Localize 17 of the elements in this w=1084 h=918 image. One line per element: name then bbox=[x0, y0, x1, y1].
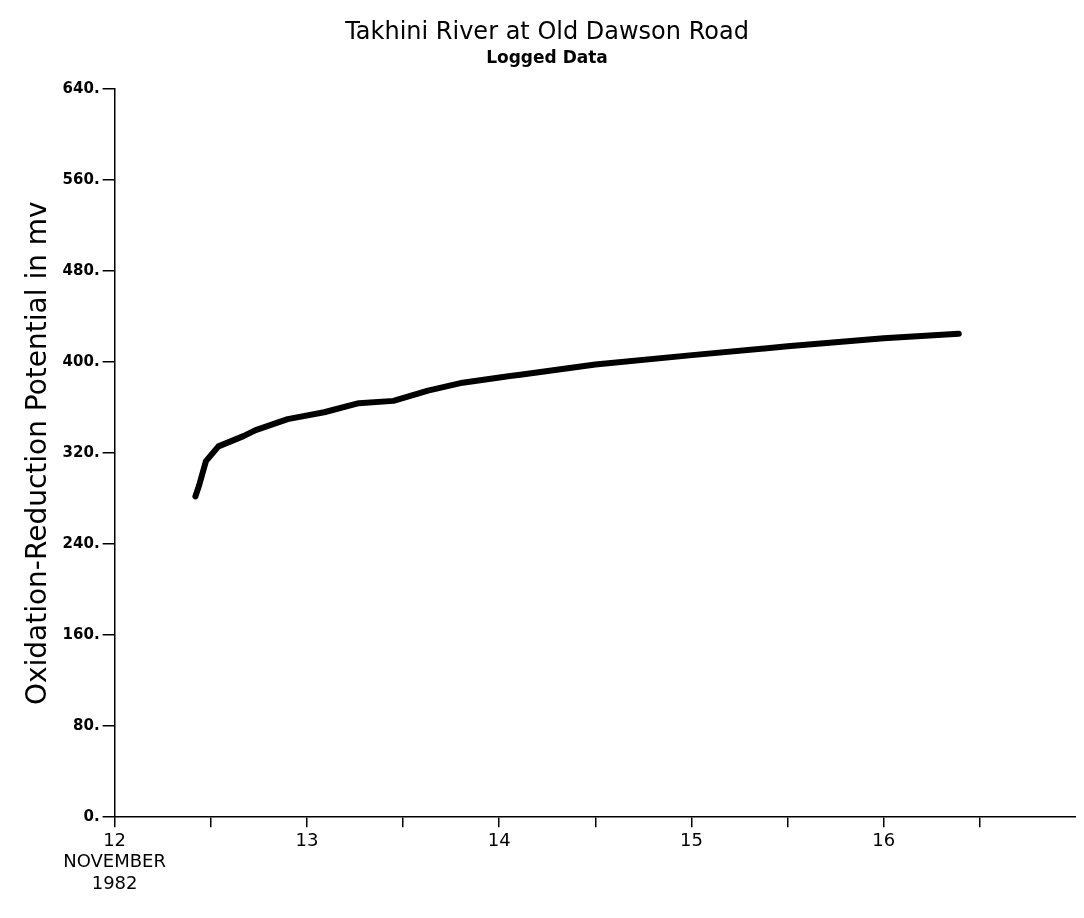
chart-title: Takhini River at Old Dawson Road bbox=[344, 16, 749, 45]
y-tick-label: 80. bbox=[73, 716, 100, 735]
y-tick-label: 0. bbox=[83, 807, 100, 826]
y-tick-label: 240. bbox=[62, 534, 100, 553]
x-tick-label: 15 bbox=[679, 828, 703, 850]
y-axis-title: Oxidation-Reduction Potential in mv bbox=[20, 201, 54, 706]
y-tick-label: 480. bbox=[62, 261, 100, 280]
y-tick-label: 160. bbox=[62, 625, 100, 644]
x-tick-label: 13 bbox=[295, 828, 319, 850]
x-tick-label: 14 bbox=[487, 828, 511, 850]
y-tick-label: 320. bbox=[62, 443, 100, 462]
y-tick-label: 560. bbox=[62, 170, 100, 189]
y-tick-label: 400. bbox=[62, 352, 100, 371]
chart-subtitle: Logged Data bbox=[486, 47, 608, 68]
x-tick-label: 16 bbox=[872, 828, 896, 850]
x-tick-label: 12 NOVEMBER 1982 bbox=[63, 828, 166, 893]
y-tick-label: 640. bbox=[62, 79, 100, 98]
